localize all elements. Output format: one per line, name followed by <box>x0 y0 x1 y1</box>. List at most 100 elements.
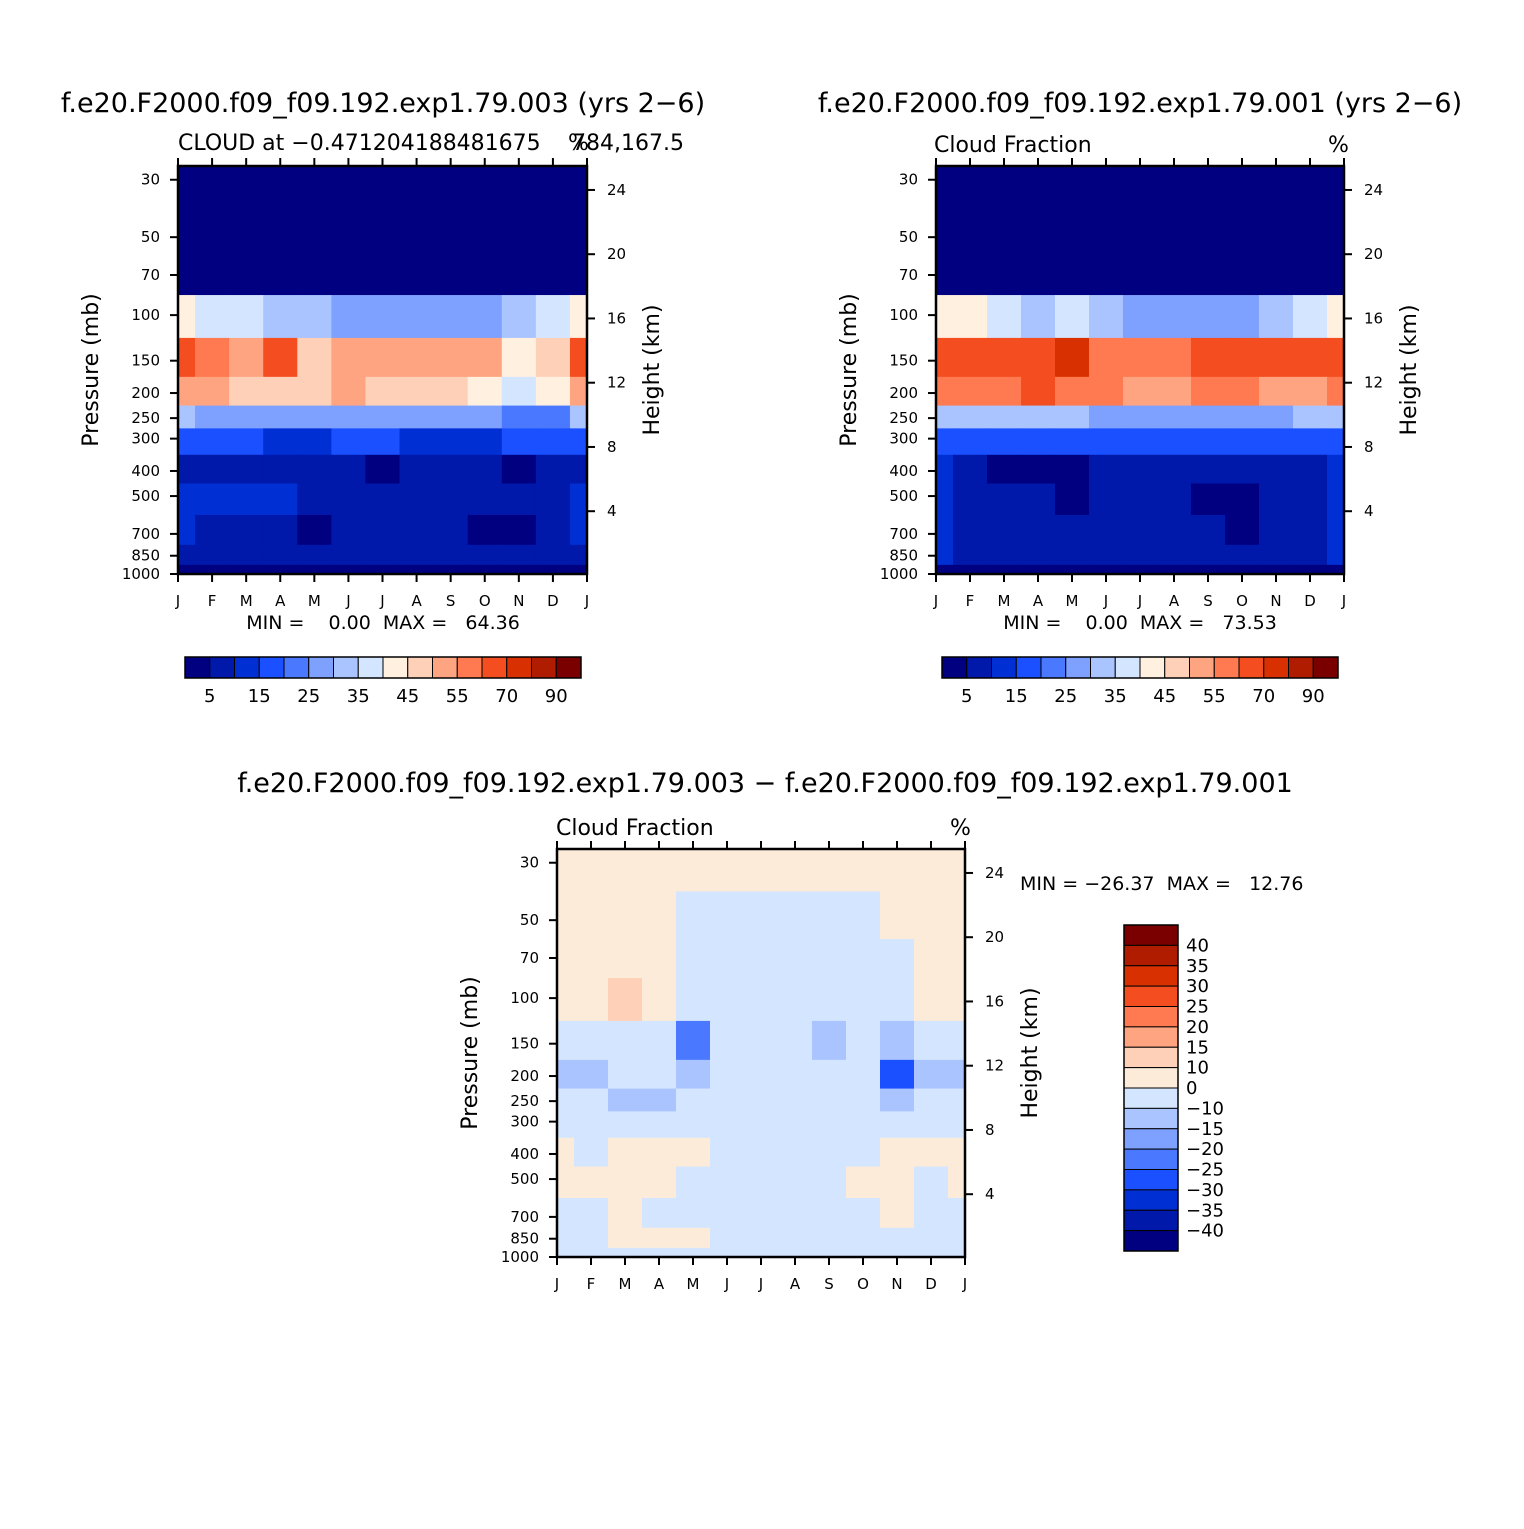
contour-cell <box>953 376 988 407</box>
contour-cell <box>229 208 264 257</box>
colorbar-label: 90 <box>545 686 568 707</box>
contour-cell <box>642 1111 677 1139</box>
contour-cell <box>1259 454 1294 485</box>
contour-cell <box>557 849 575 893</box>
contour-cell <box>1055 405 1090 429</box>
contour-cell <box>744 1088 779 1112</box>
contour-cell <box>365 208 401 257</box>
contour-cell <box>1225 256 1260 296</box>
contour-cell <box>501 337 537 378</box>
colorbar-box <box>1123 924 1179 946</box>
contour-cell <box>433 295 469 339</box>
contour-cell <box>987 564 1022 575</box>
contour-cell <box>399 256 435 296</box>
contour-cell <box>331 295 367 339</box>
contour-cell <box>229 256 264 296</box>
month-label: F <box>966 592 975 610</box>
contour-cell <box>880 1197 915 1229</box>
contour-cell <box>501 454 537 485</box>
pressure-tick-label: 500 <box>131 487 160 505</box>
contour-cell <box>914 1227 949 1249</box>
height-tick-label: 16 <box>985 992 1004 1010</box>
contour-cell <box>1021 454 1056 485</box>
height-tick-label: 20 <box>607 245 626 263</box>
pressure-tick-label: 50 <box>520 911 539 929</box>
contour-cell <box>1123 337 1158 378</box>
contour-cell <box>1021 428 1056 456</box>
colorbar-box <box>1123 1230 1179 1252</box>
contour-cell <box>1021 376 1056 407</box>
contour-cell <box>936 483 954 516</box>
contour-cell <box>812 939 847 979</box>
contour-cell <box>948 1166 966 1199</box>
contour-cell <box>574 1111 609 1139</box>
contour-cell <box>1089 405 1124 429</box>
month-label: J <box>175 592 180 610</box>
contour-cell <box>501 256 537 296</box>
contour-cell <box>936 337 954 378</box>
colorbar-box <box>1263 656 1289 679</box>
contour-cell <box>1157 337 1192 378</box>
colorbar-box <box>407 656 433 679</box>
contour-cell <box>178 454 196 485</box>
colorbar-label: −30 <box>1186 1180 1224 1201</box>
contour-cell <box>948 891 966 940</box>
contour-cell <box>501 544 537 566</box>
contour-cell <box>710 1020 745 1061</box>
contour-cell <box>744 939 779 979</box>
contour-cell <box>1327 337 1345 378</box>
height-tick-label: 12 <box>607 374 626 392</box>
contour-cell <box>365 454 401 485</box>
pressure-tick-label: 150 <box>889 352 918 370</box>
contour-cell <box>467 208 503 257</box>
y-axis-label: Pressure (mb) <box>837 293 862 447</box>
contour-cell <box>574 1166 609 1199</box>
contour-cell <box>778 1227 813 1249</box>
contour-cell <box>1259 514 1294 546</box>
contour-cell <box>914 1247 949 1258</box>
contour-cell <box>1123 208 1158 257</box>
contour-cell <box>642 849 677 893</box>
contour-cell <box>467 405 503 429</box>
contour-cell <box>1089 337 1124 378</box>
contour-cell <box>535 337 571 378</box>
pressure-tick-label: 30 <box>520 854 539 872</box>
colorbar-box <box>1189 656 1215 679</box>
contour-cell <box>297 483 332 516</box>
contour-cell <box>880 1088 915 1112</box>
contour-cell <box>433 564 469 575</box>
contour-cell <box>263 208 298 257</box>
contour-cell <box>263 166 298 210</box>
contour-cell <box>1021 483 1056 516</box>
colorbar-box <box>966 656 992 679</box>
pressure-tick-label: 100 <box>510 989 539 1007</box>
contour-cell <box>1225 295 1260 339</box>
month-label: D <box>1304 592 1316 610</box>
contour-cell <box>987 544 1022 566</box>
contour-cell <box>557 1059 575 1090</box>
colorbar-label: 45 <box>1153 686 1176 707</box>
contour-cell <box>1191 166 1226 210</box>
contour-cell <box>557 939 575 979</box>
month-label: J <box>1137 592 1142 610</box>
contour-cell <box>1055 295 1090 339</box>
contour-cell <box>263 514 298 546</box>
panel-1: f.e20.F2000.f09_f09.192.exp1.79.003 (yrs… <box>61 88 705 707</box>
panel-1-colorbar: 5 15 25 35 45 55 70 90 <box>184 656 582 707</box>
contour-cell <box>914 1137 949 1168</box>
contour-cell <box>501 405 537 429</box>
contour-cell <box>880 1111 915 1139</box>
contour-cell <box>1225 208 1260 257</box>
contour-cell <box>399 544 435 566</box>
contour-cell <box>914 849 949 893</box>
contour-cell <box>953 256 988 296</box>
contour-field <box>178 166 588 575</box>
contour-cell <box>574 1088 609 1112</box>
contour-cell <box>744 849 779 893</box>
month-label: N <box>513 592 524 610</box>
colorbar-label: 25 <box>1186 997 1209 1018</box>
contour-cell <box>1123 483 1158 516</box>
contour-cell <box>608 939 643 979</box>
height-tick-label: 4 <box>607 502 617 520</box>
contour-cell <box>812 1020 847 1061</box>
